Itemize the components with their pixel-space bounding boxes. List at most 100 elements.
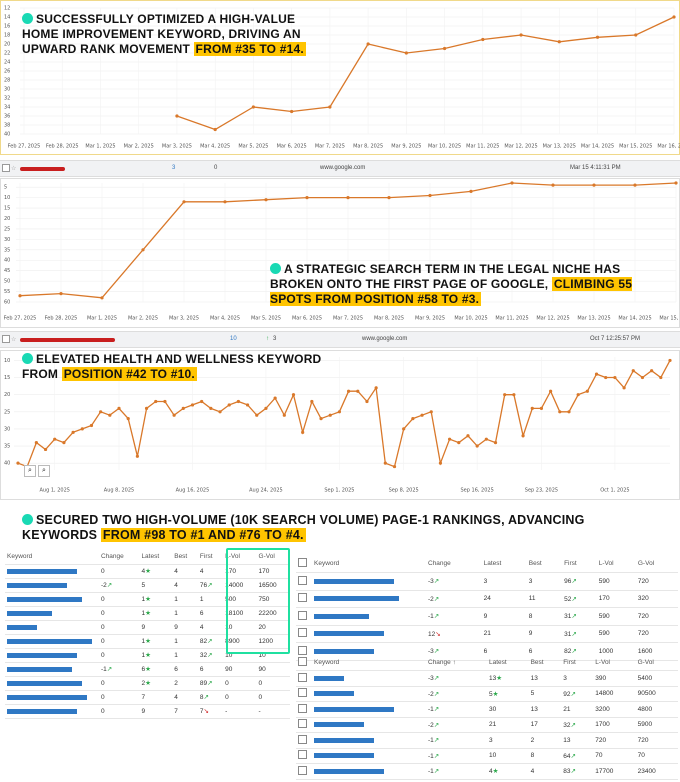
table-cell: 1★: [139, 606, 173, 621]
checkbox[interactable]: [298, 734, 307, 744]
icon: ↘: [203, 708, 209, 715]
table-cell: 5★: [486, 686, 529, 702]
keyword-redacted: [7, 708, 77, 714]
checkbox[interactable]: [298, 645, 307, 655]
keyword-redacted: [314, 768, 384, 774]
column-header: Keyword: [312, 555, 426, 573]
table-cell: 11: [526, 590, 563, 608]
checkbox[interactable]: [298, 628, 307, 638]
checkbox[interactable]: [298, 750, 307, 760]
heading: SECURED TWO HIGH-VOLUME (10K SEARCH VOLU…: [22, 513, 662, 543]
column-header: Keyword: [5, 550, 99, 565]
table-cell: 9: [139, 620, 173, 635]
checkbox[interactable]: [298, 593, 307, 603]
checkbox[interactable]: [298, 703, 307, 713]
keyword-redacted: [7, 568, 77, 574]
y-tick-label: 45: [4, 268, 10, 274]
table-cell: -: [256, 704, 290, 719]
keyword-redacted: [7, 694, 87, 700]
zoom-in[interactable]: ⌕: [24, 465, 36, 477]
checkbox[interactable]: [298, 575, 307, 585]
table-cell: 4: [172, 690, 198, 705]
table-cell: 1: [172, 592, 198, 607]
checkbox[interactable]: [298, 657, 307, 666]
checkbox[interactable]: [298, 719, 307, 729]
checkbox[interactable]: [298, 688, 307, 698]
keyword-redacted: [314, 578, 394, 584]
table-cell: 0: [223, 690, 257, 705]
rank-point: [255, 413, 259, 417]
icon: ★: [496, 675, 503, 683]
checkbox[interactable]: [298, 610, 307, 620]
keyword-redacted: [7, 582, 67, 588]
column-header: G-Vol: [635, 555, 678, 573]
table-cell: -2↗: [99, 578, 140, 593]
y-tick-label: 15: [4, 375, 10, 381]
checkbox[interactable]: [2, 164, 10, 172]
x-tick-label: Oct 1, 2025: [600, 488, 629, 494]
checkbox[interactable]: [298, 765, 307, 775]
rank-point: [659, 375, 663, 380]
table-cell: 3: [486, 732, 529, 749]
rank-point: [469, 189, 473, 193]
table-cell: 30: [486, 701, 529, 718]
x-tick-label: Mar 10, 2025: [454, 316, 487, 322]
keyword-redacted: [314, 675, 344, 681]
rank-point: [549, 389, 553, 393]
keyword-cell: [312, 748, 426, 764]
rank-point: [172, 413, 176, 417]
table-cell: 23400: [635, 763, 678, 780]
table-row: 0 2★ 2 89↗ 0 0: [5, 676, 290, 691]
zoom-out[interactable]: ⌕: [38, 465, 50, 477]
table-row: -2↗ 24 11 52↗ 170 320: [296, 590, 678, 608]
rank-point: [154, 399, 158, 404]
rank-point: [181, 406, 185, 410]
checkbox[interactable]: [298, 558, 307, 567]
keyword-cell: [5, 662, 99, 677]
table-cell: 82↗: [197, 634, 224, 649]
rank-point: [668, 358, 672, 363]
table-cell: 0: [99, 634, 140, 649]
rank-line: [176, 16, 675, 131]
x-tick-label: Mar 10, 2025: [428, 144, 461, 150]
table-cell: 3: [526, 572, 563, 591]
table-row: 0 4★ 4 4 170 170: [5, 564, 290, 579]
y-tick-label: 50: [4, 279, 10, 285]
table-cell: 12↘: [426, 625, 482, 643]
x-tick-label: Mar 2, 2025: [124, 144, 154, 150]
icon: ↗: [433, 578, 440, 586]
x-tick-label: Mar 1, 2025: [87, 316, 117, 322]
icon: ★: [492, 690, 499, 698]
x-tick-label: Sep 16, 2025: [461, 488, 494, 494]
rank-point: [672, 15, 676, 19]
icon: ★: [492, 768, 499, 776]
checkbox[interactable]: [2, 335, 10, 343]
x-tick-label: Feb 27, 2025: [8, 144, 41, 150]
checkbox[interactable]: [298, 672, 307, 682]
table-cell: 750: [256, 592, 290, 607]
rank-point: [557, 40, 561, 44]
keyword-cell: [312, 686, 426, 702]
y-tick-label: 30: [4, 237, 10, 243]
keyword-redacted: [7, 610, 52, 616]
table-cell: 0: [99, 620, 140, 635]
redacted: [20, 338, 115, 342]
y-tick-label: 55: [4, 289, 10, 295]
keyword-cell: [312, 670, 426, 687]
rank-point: [16, 461, 20, 465]
table-cell: 4: [528, 763, 562, 780]
rank-point: [366, 42, 370, 46]
y-tick-label: 20: [4, 392, 10, 398]
table-row: -1↗ 4★ 4 83↗ 17700 23400: [296, 763, 678, 780]
table-cell: -1↗: [426, 748, 487, 764]
rank-point: [374, 386, 378, 390]
table-cell: 52↗: [562, 590, 597, 608]
rank-point: [80, 427, 84, 431]
rank: 10: [230, 336, 237, 342]
icon: ★: [145, 568, 151, 575]
table-cell: 8: [528, 748, 562, 764]
table-cell: 21: [481, 625, 527, 643]
table-cell: 4800: [635, 701, 678, 718]
table-row: -1↗ 9 8 31↗ 590 720: [296, 607, 678, 626]
rank-point: [356, 389, 360, 393]
